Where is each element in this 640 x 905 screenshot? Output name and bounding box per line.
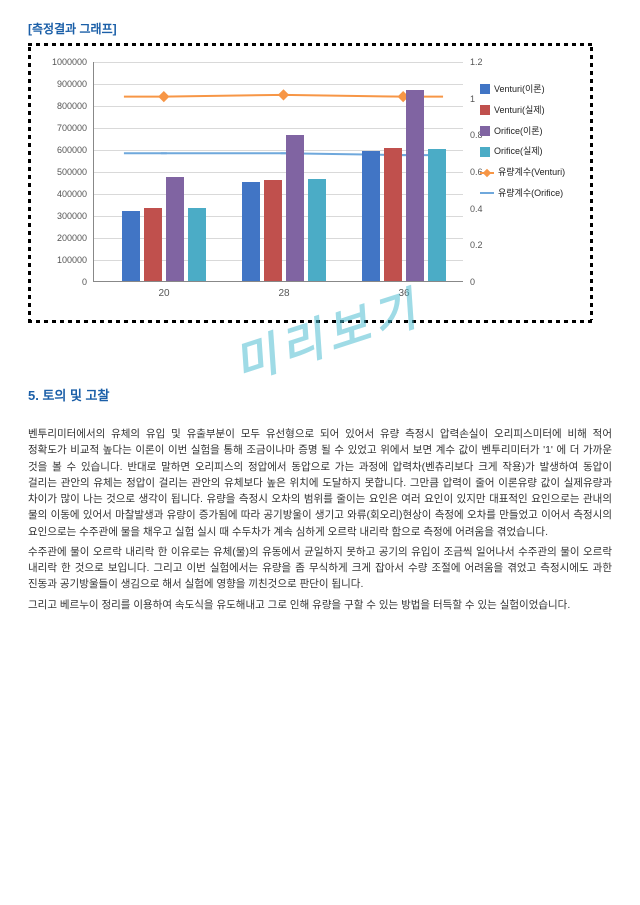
bar-orifice_theory xyxy=(286,135,304,281)
legend-item-orifice_theory: Orifice(이론) xyxy=(480,126,580,137)
gridline xyxy=(94,62,463,63)
legend-item-orifice_actual: Orifice(실제) xyxy=(480,146,580,157)
legend-label: 유량계수(Venturi) xyxy=(498,167,565,178)
legend-label: Orifice(이론) xyxy=(494,126,543,137)
legend-label: Orifice(실제) xyxy=(494,146,543,157)
legend-swatch-line xyxy=(480,172,494,174)
paragraph-1: 벤투리미터에서의 유체의 유입 및 유출부분이 모두 유선형으로 되어 있어서 … xyxy=(28,426,612,540)
discussion-heading: 5. 토의 및 고찰 xyxy=(28,385,612,404)
legend-swatch xyxy=(480,126,490,136)
body-text: 벤투리미터에서의 유체의 유입 및 유출부분이 모두 유선형으로 되어 있어서 … xyxy=(28,426,612,613)
y-left-tick-label: 100000 xyxy=(37,255,87,265)
bar-venturi_theory xyxy=(122,211,140,281)
legend-swatch xyxy=(480,105,490,115)
legend-swatch xyxy=(480,147,490,157)
paragraph-2: 수주관에 물이 오르락 내리락 한 이유로는 유체(물)의 유동에서 균일하지 … xyxy=(28,544,612,593)
x-tick-label: 20 xyxy=(144,288,184,299)
legend-swatch xyxy=(480,84,490,94)
y-left-tick-label: 800000 xyxy=(37,101,87,111)
chart-section-heading: [측정결과 그래프] xyxy=(28,20,612,37)
marker-coeff_venturi xyxy=(158,91,169,102)
legend-label: Venturi(실제) xyxy=(494,105,545,116)
y-left-tick-label: 500000 xyxy=(37,167,87,177)
x-tick-label: 36 xyxy=(384,288,424,299)
y-left-tick-label: 600000 xyxy=(37,145,87,155)
legend-item-coeff_orifice: 유량계수(Orifice) xyxy=(480,188,580,199)
y-left-tick-label: 1000000 xyxy=(37,57,87,67)
bar-venturi_theory xyxy=(242,182,260,281)
bar-venturi_actual xyxy=(264,180,282,281)
bar-venturi_theory xyxy=(362,151,380,281)
legend-item-venturi_actual: Venturi(실제) xyxy=(480,105,580,116)
legend-label: Venturi(이론) xyxy=(494,84,545,95)
y-right-tick-label: 0.2 xyxy=(470,240,500,250)
marker-coeff_venturi xyxy=(278,89,289,100)
y-left-tick-label: 0 xyxy=(37,277,87,287)
legend-item-coeff_venturi: 유량계수(Venturi) xyxy=(480,167,580,178)
x-tick-label: 28 xyxy=(264,288,304,299)
y-left-tick-label: 900000 xyxy=(37,79,87,89)
bar-orifice_theory xyxy=(406,90,424,281)
y-left-tick-label: 300000 xyxy=(37,211,87,221)
y-right-tick-label: 1.2 xyxy=(470,57,500,67)
chart-legend: Venturi(이론) Venturi(실제) Orifice(이론) Orifice… xyxy=(480,84,580,209)
y-left-tick-label: 700000 xyxy=(37,123,87,133)
chart-frame: 0 100000 200000 300000 400000 500000 600000 700… xyxy=(28,43,593,323)
bar-orifice_actual xyxy=(428,149,446,281)
legend-label: 유량계수(Orifice) xyxy=(498,188,563,199)
bar-venturi_actual xyxy=(384,148,402,281)
y-left-tick-label: 400000 xyxy=(37,189,87,199)
bar-orifice_theory xyxy=(166,177,184,282)
bar-venturi_actual xyxy=(144,208,162,281)
y-left-tick-label: 200000 xyxy=(37,233,87,243)
legend-swatch-line xyxy=(480,192,494,194)
y-right-tick-label: 0 xyxy=(470,277,500,287)
legend-item-venturi_theory: Venturi(이론) xyxy=(480,84,580,95)
gridline xyxy=(94,84,463,85)
chart-plot-area: 0100000200000300000400000500000600000700… xyxy=(93,62,463,282)
bar-orifice_actual xyxy=(188,208,206,281)
paragraph-3: 그리고 베르누이 정리를 이용하여 속도식을 유도해내고 그로 인해 유량을 구… xyxy=(28,597,612,613)
bar-orifice_actual xyxy=(308,179,326,281)
